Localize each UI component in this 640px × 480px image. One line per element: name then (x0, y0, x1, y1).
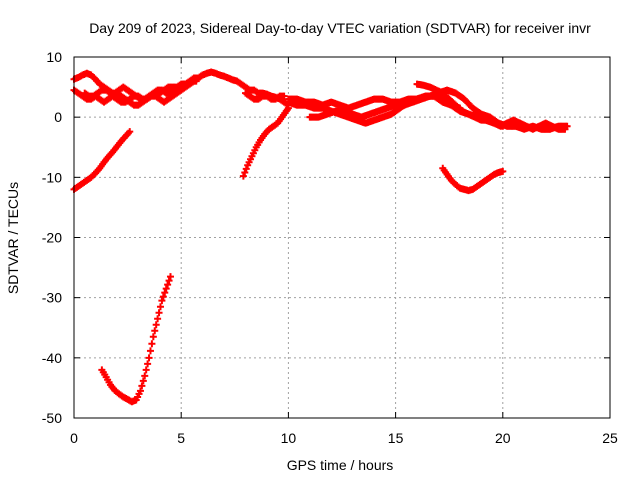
data-point (164, 281, 172, 289)
y-tick-label: 10 (46, 49, 62, 65)
series-arc-3 (81, 77, 200, 103)
series-arc-5 (70, 128, 134, 193)
data-point (136, 387, 144, 395)
axis-ticks (73, 56, 611, 419)
data-point (242, 165, 250, 173)
series-arc-7 (239, 104, 292, 180)
data-point (561, 125, 569, 133)
data-point (126, 128, 134, 136)
data-point (142, 366, 150, 374)
data-point (155, 309, 163, 317)
data-point (144, 360, 152, 368)
y-tick-label: -40 (42, 350, 62, 366)
x-axis-label: GPS time / hours (287, 457, 394, 473)
x-tick-label: 10 (281, 430, 297, 446)
data-point (166, 273, 174, 281)
x-tick-label: 0 (70, 430, 78, 446)
data-point (141, 372, 149, 380)
data-point (148, 340, 156, 348)
series-arc-12 (439, 164, 507, 195)
data-point (159, 293, 167, 301)
series-arc-4 (242, 89, 288, 103)
data-point (165, 277, 173, 285)
data-point (284, 104, 292, 112)
series-arc-11 (413, 80, 569, 133)
data-point (154, 315, 162, 323)
data-point (151, 327, 159, 335)
y-axis-label: SDTVAR / TECUs (5, 182, 21, 294)
data-point (139, 377, 147, 385)
data-point (156, 303, 164, 311)
data-point (158, 297, 166, 305)
y-tick-label: -50 (42, 410, 62, 426)
x-tick-label: 20 (495, 430, 511, 446)
y-tick-labels: -50 -40 -30 -20 -10 0 10 (42, 49, 62, 426)
y-tick-label: -20 (42, 230, 62, 246)
data-point (161, 289, 169, 297)
data-point (146, 347, 154, 355)
x-tick-labels: 0 5 10 15 20 25 (70, 430, 618, 446)
x-tick-label: 25 (602, 430, 618, 446)
y-tick-label: 0 (54, 109, 62, 125)
data-point (280, 92, 288, 100)
data-point (241, 169, 249, 177)
data-point (149, 333, 157, 341)
y-tick-label: -30 (42, 290, 62, 306)
data-point (192, 77, 200, 85)
series-arc-6 (98, 273, 174, 406)
data-point (162, 285, 170, 293)
chart-title: Day 209 of 2023, Sidereal Day-to-day VTE… (89, 20, 591, 36)
x-tick-label: 5 (177, 430, 185, 446)
grid-lines (74, 57, 610, 418)
data-point (499, 167, 507, 175)
data-point (152, 321, 160, 329)
data-point (239, 172, 247, 180)
x-tick-label: 15 (388, 430, 404, 446)
data-point (145, 354, 153, 362)
data-point (138, 382, 146, 390)
data-points (70, 68, 571, 406)
y-tick-label: -10 (42, 169, 62, 185)
